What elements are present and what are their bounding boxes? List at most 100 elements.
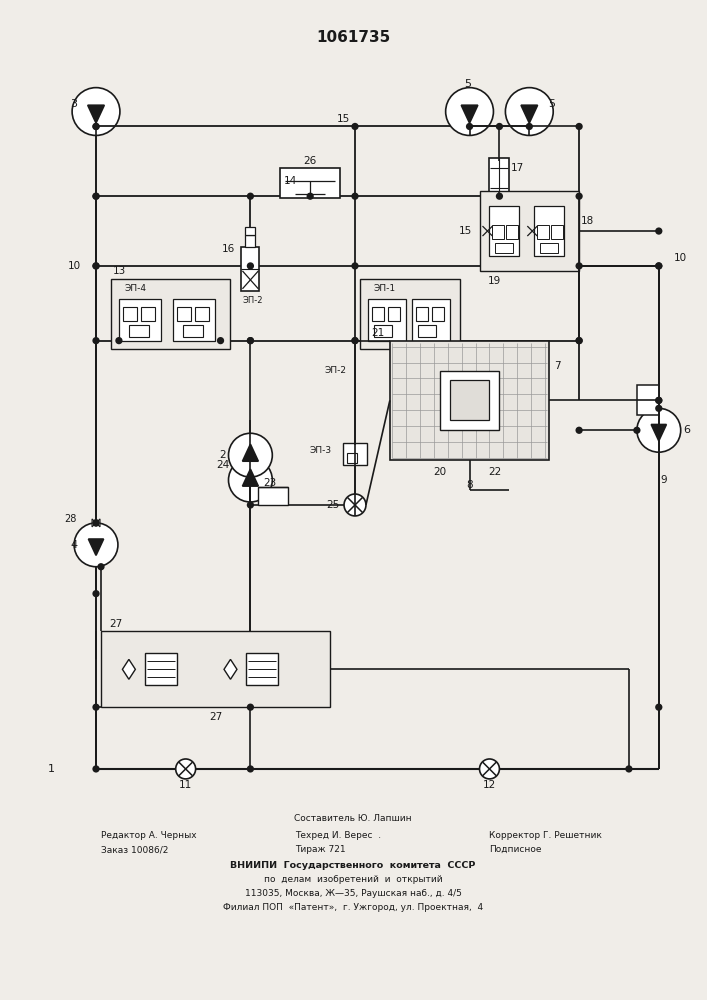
Text: 22: 22: [488, 467, 501, 477]
Text: 12: 12: [483, 780, 496, 790]
Circle shape: [527, 124, 532, 129]
Text: 4: 4: [71, 540, 78, 550]
Circle shape: [352, 124, 358, 129]
Text: 15: 15: [337, 114, 350, 124]
Circle shape: [247, 263, 253, 269]
Text: 28: 28: [64, 514, 76, 524]
Circle shape: [576, 338, 582, 343]
Bar: [280, 168, 340, 198]
Circle shape: [247, 704, 253, 710]
Text: 25: 25: [327, 500, 339, 510]
Circle shape: [176, 759, 196, 779]
Circle shape: [656, 263, 662, 269]
Text: 27: 27: [109, 619, 122, 629]
Polygon shape: [461, 105, 478, 123]
Circle shape: [247, 502, 253, 508]
Text: 7: 7: [554, 361, 561, 371]
Circle shape: [496, 193, 502, 199]
Text: 10: 10: [674, 253, 687, 263]
Circle shape: [576, 193, 582, 199]
Text: Редактор А. Черных: Редактор А. Черных: [101, 831, 197, 840]
Bar: [479, 191, 579, 271]
Bar: [245, 235, 255, 247]
Circle shape: [496, 124, 502, 129]
Text: 5: 5: [548, 99, 555, 109]
Text: 8: 8: [466, 480, 473, 490]
Circle shape: [352, 338, 358, 343]
Circle shape: [656, 398, 662, 403]
Bar: [372, 307, 384, 321]
Text: ВНИИПИ  Государственного  комитета  СССР: ВНИИПИ Государственного комитета СССР: [230, 861, 476, 870]
Bar: [551, 225, 563, 239]
Circle shape: [228, 433, 272, 477]
Circle shape: [634, 427, 640, 433]
Circle shape: [656, 406, 662, 411]
Text: 1061735: 1061735: [316, 30, 390, 45]
Circle shape: [506, 88, 553, 135]
Circle shape: [479, 759, 499, 779]
Bar: [506, 225, 518, 239]
Circle shape: [352, 338, 358, 343]
Text: 6: 6: [683, 425, 690, 435]
Bar: [411, 299, 450, 341]
Text: 21: 21: [371, 328, 385, 338]
Text: 15: 15: [459, 226, 472, 236]
Circle shape: [247, 338, 253, 343]
Circle shape: [576, 263, 582, 269]
Polygon shape: [651, 424, 667, 441]
Circle shape: [116, 338, 122, 343]
Circle shape: [93, 263, 99, 269]
Circle shape: [228, 458, 272, 502]
Bar: [245, 227, 255, 235]
Bar: [123, 307, 137, 321]
Bar: [416, 307, 428, 321]
Text: 23: 23: [264, 478, 277, 488]
Bar: [242, 247, 259, 291]
Circle shape: [352, 263, 358, 269]
Bar: [182, 325, 203, 337]
Text: 17: 17: [510, 163, 524, 173]
Circle shape: [93, 193, 99, 199]
Text: 10: 10: [68, 261, 81, 271]
Circle shape: [93, 591, 99, 596]
Circle shape: [247, 766, 253, 772]
Circle shape: [93, 704, 99, 710]
Circle shape: [445, 88, 493, 135]
Text: 20: 20: [433, 467, 446, 477]
Bar: [129, 325, 148, 337]
Text: 113035, Москва, Ж—35, Раушская наб., д. 4/5: 113035, Москва, Ж—35, Раушская наб., д. …: [245, 889, 462, 898]
Circle shape: [93, 193, 99, 199]
Polygon shape: [88, 105, 104, 123]
Circle shape: [637, 408, 681, 452]
Bar: [111, 279, 230, 349]
Circle shape: [93, 766, 99, 772]
Text: 18: 18: [580, 216, 594, 226]
Circle shape: [656, 263, 662, 269]
Circle shape: [98, 564, 104, 570]
Bar: [440, 371, 499, 430]
Circle shape: [576, 427, 582, 433]
Circle shape: [344, 494, 366, 516]
Bar: [347, 453, 357, 463]
Text: 14: 14: [284, 176, 297, 186]
Circle shape: [576, 338, 582, 343]
Polygon shape: [122, 659, 135, 679]
Text: Техред И. Верес  .: Техред И. Верес .: [296, 831, 381, 840]
Circle shape: [656, 704, 662, 710]
Text: Составитель Ю. Лапшин: Составитель Ю. Лапшин: [294, 814, 411, 823]
Circle shape: [93, 520, 99, 526]
Text: по  делам  изобретений  и  открытий: по делам изобретений и открытий: [264, 875, 443, 884]
Circle shape: [247, 193, 253, 199]
Bar: [145, 653, 177, 685]
Polygon shape: [224, 659, 237, 679]
Bar: [343, 443, 367, 465]
Bar: [432, 307, 444, 321]
Polygon shape: [521, 105, 537, 123]
Text: Корректор Г. Решетник: Корректор Г. Решетник: [489, 831, 602, 840]
Bar: [194, 307, 209, 321]
Text: 13: 13: [113, 266, 126, 276]
Bar: [489, 206, 520, 256]
Bar: [119, 299, 160, 341]
Circle shape: [93, 263, 99, 269]
Text: 1: 1: [47, 764, 54, 774]
